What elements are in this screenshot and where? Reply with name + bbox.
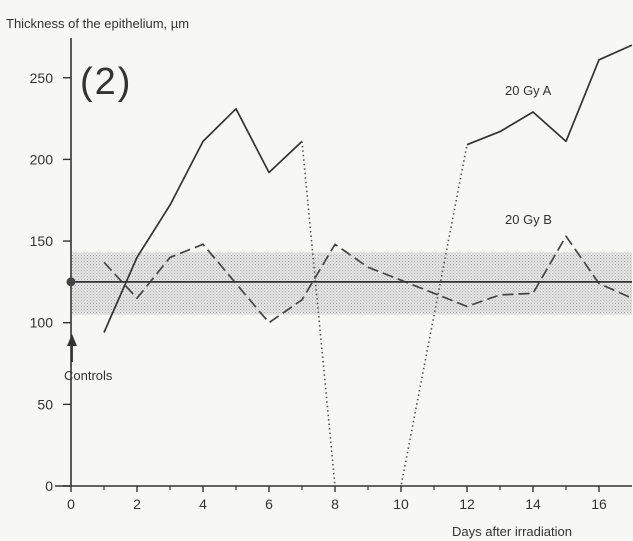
y-tick-label: 0 xyxy=(45,478,53,494)
x-tick-label: 2 xyxy=(133,496,141,512)
x-tick-label: 8 xyxy=(331,496,339,512)
x-tick-label: 16 xyxy=(591,496,607,512)
series-label-20gy-b: 20 Gy B xyxy=(505,212,552,227)
series-label-20gy-a: 20 Gy A xyxy=(505,83,552,98)
x-tick-label: 14 xyxy=(525,496,541,512)
controls-marker xyxy=(66,277,76,287)
controls-label: Controls xyxy=(64,368,113,383)
y-tick-label: 50 xyxy=(37,396,53,412)
x-tick-label: 10 xyxy=(393,496,409,512)
series-20gy-a-gap xyxy=(301,141,468,487)
x-tick-label: 12 xyxy=(459,496,475,512)
x-tick-label: 0 xyxy=(67,496,75,512)
y-tick-label: 150 xyxy=(30,233,54,249)
x-tick-label: 4 xyxy=(199,496,207,512)
x-axis-title: Days after irradiation xyxy=(452,524,572,539)
series-20gy-a-late xyxy=(466,44,633,146)
x-tick-label: 6 xyxy=(265,496,273,512)
controls-arrow-icon xyxy=(67,334,77,362)
panel-label: (2) xyxy=(80,61,132,103)
y-tick-label: 200 xyxy=(30,151,54,167)
series-20gy-a-early xyxy=(103,107,303,333)
y-tick-label: 250 xyxy=(30,70,54,86)
y-axis-title: Thickness of the epithelium, µm xyxy=(6,16,189,31)
controls-range-band xyxy=(71,252,632,315)
series-20gy-b xyxy=(103,235,633,324)
y-tick-label: 100 xyxy=(30,315,54,331)
